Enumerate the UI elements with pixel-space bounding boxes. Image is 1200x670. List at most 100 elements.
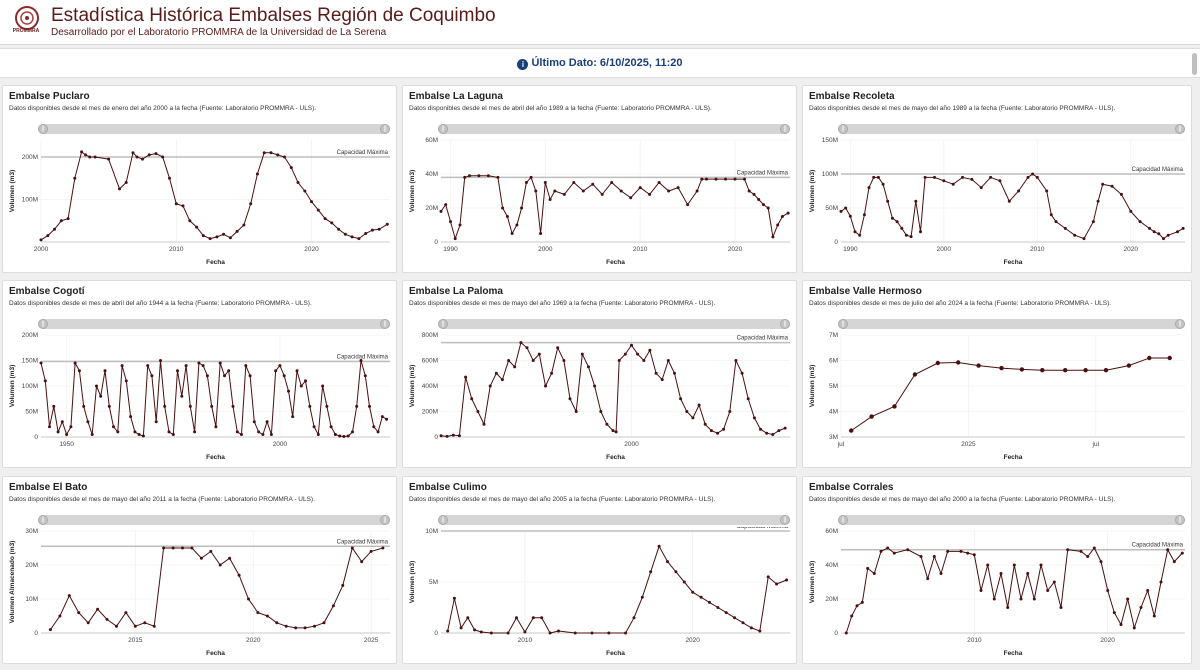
data-point[interactable]	[1099, 560, 1103, 564]
slider-end-handle[interactable]: ||	[780, 515, 790, 525]
data-point[interactable]	[322, 621, 326, 625]
data-point[interactable]	[201, 234, 205, 238]
data-point[interactable]	[80, 150, 84, 154]
data-point[interactable]	[970, 177, 974, 181]
data-point[interactable]	[1162, 237, 1165, 241]
data-point[interactable]	[112, 425, 115, 429]
data-point[interactable]	[1032, 597, 1036, 601]
data-point[interactable]	[525, 346, 529, 350]
date-range-slider[interactable]: || ||	[838, 124, 1185, 134]
data-point[interactable]	[180, 394, 184, 398]
data-point[interactable]	[86, 621, 90, 625]
data-point[interactable]	[1167, 355, 1172, 361]
data-point[interactable]	[740, 371, 744, 375]
data-point[interactable]	[39, 238, 43, 242]
data-point[interactable]	[638, 186, 642, 190]
data-point[interactable]	[210, 404, 214, 408]
slider-start-handle[interactable]: ||	[438, 515, 448, 525]
data-point[interactable]	[452, 596, 456, 600]
data-point[interactable]	[1091, 220, 1095, 224]
data-point[interactable]	[1017, 189, 1021, 193]
data-point[interactable]	[477, 174, 481, 178]
data-point[interactable]	[195, 225, 199, 229]
data-point[interactable]	[648, 192, 652, 196]
data-point[interactable]	[52, 404, 56, 408]
data-point[interactable]	[214, 425, 218, 429]
data-point[interactable]	[131, 151, 135, 155]
data-point[interactable]	[368, 404, 371, 408]
data-point[interactable]	[376, 430, 380, 434]
data-point[interactable]	[73, 361, 77, 365]
data-point[interactable]	[1119, 192, 1123, 196]
data-point[interactable]	[777, 429, 781, 433]
data-point[interactable]	[86, 420, 90, 424]
data-point[interactable]	[679, 397, 683, 401]
data-point[interactable]	[531, 359, 535, 362]
data-point[interactable]	[1101, 182, 1105, 186]
data-point[interactable]	[1132, 626, 1136, 630]
data-point[interactable]	[1176, 230, 1179, 234]
data-point[interactable]	[752, 192, 756, 196]
data-point[interactable]	[1045, 189, 1049, 193]
data-point[interactable]	[296, 181, 300, 184]
data-point[interactable]	[660, 378, 664, 382]
data-point[interactable]	[208, 237, 212, 241]
data-point[interactable]	[181, 204, 185, 208]
data-point[interactable]	[496, 175, 500, 179]
data-point[interactable]	[501, 206, 505, 210]
data-point[interactable]	[247, 597, 250, 601]
data-point[interactable]	[446, 629, 450, 633]
data-point[interactable]	[933, 175, 936, 179]
data-point[interactable]	[1063, 226, 1067, 230]
data-point[interactable]	[850, 614, 854, 618]
data-point[interactable]	[262, 151, 266, 155]
data-point[interactable]	[284, 624, 288, 628]
data-point[interactable]	[771, 433, 775, 436]
data-point[interactable]	[147, 153, 151, 157]
data-point[interactable]	[218, 563, 222, 567]
data-point[interactable]	[120, 364, 124, 368]
data-point[interactable]	[892, 551, 896, 555]
data-point[interactable]	[240, 433, 243, 436]
data-point[interactable]	[1052, 580, 1056, 584]
data-point[interactable]	[617, 359, 621, 362]
data-point[interactable]	[103, 369, 107, 373]
data-point[interactable]	[190, 546, 194, 550]
data-point[interactable]	[1007, 199, 1011, 203]
data-point[interactable]	[1082, 237, 1086, 241]
data-point[interactable]	[59, 219, 63, 223]
data-point[interactable]	[895, 220, 899, 224]
data-point[interactable]	[886, 199, 890, 203]
slider-end-handle[interactable]: ||	[1175, 124, 1185, 134]
data-point[interactable]	[844, 206, 848, 210]
data-point[interactable]	[167, 430, 171, 434]
data-point[interactable]	[256, 611, 260, 615]
data-point[interactable]	[923, 175, 927, 179]
data-point[interactable]	[600, 192, 604, 196]
data-point[interactable]	[867, 186, 871, 190]
data-point[interactable]	[557, 629, 560, 633]
data-point[interactable]	[979, 589, 983, 592]
data-point[interactable]	[862, 213, 866, 217]
date-range-slider[interactable]: || ||	[38, 319, 390, 329]
data-point[interactable]	[439, 434, 443, 438]
data-point[interactable]	[197, 361, 201, 365]
data-point[interactable]	[741, 621, 745, 625]
data-point[interactable]	[553, 189, 557, 193]
data-point[interactable]	[90, 433, 94, 436]
data-point[interactable]	[223, 374, 226, 378]
data-point[interactable]	[959, 549, 963, 553]
data-point[interactable]	[785, 578, 789, 582]
data-point[interactable]	[728, 410, 732, 413]
data-point[interactable]	[591, 182, 595, 186]
data-point[interactable]	[630, 343, 633, 347]
data-point[interactable]	[849, 428, 854, 433]
data-point[interactable]	[733, 616, 737, 620]
data-point[interactable]	[562, 359, 566, 362]
data-point[interactable]	[231, 404, 235, 408]
data-point[interactable]	[1040, 368, 1045, 373]
data-point[interactable]	[381, 546, 385, 550]
data-point[interactable]	[860, 600, 864, 604]
data-point[interactable]	[587, 365, 590, 369]
slider-end-handle[interactable]: ||	[1175, 319, 1185, 329]
